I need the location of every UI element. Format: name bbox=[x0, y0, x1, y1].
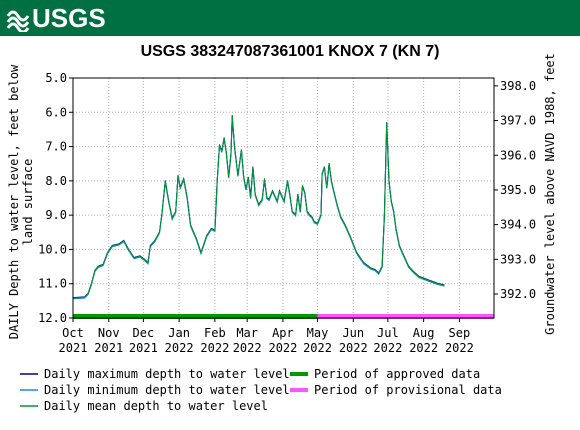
x-tick-year-label: 2022 bbox=[268, 341, 297, 355]
x-tick-month-label: Jul bbox=[377, 326, 399, 340]
right-axis-tick-label: 394.0 bbox=[500, 218, 536, 232]
x-tick-year-label: 2022 bbox=[445, 341, 474, 355]
left-axis-tick-label: 7.0 bbox=[45, 140, 67, 154]
plot-frame bbox=[72, 77, 495, 319]
x-tick-year-label: 2022 bbox=[339, 341, 368, 355]
x-tick-year-label: 2021 bbox=[94, 341, 123, 355]
legend-label-2: Daily minimum depth to water level bbox=[44, 383, 290, 397]
left-axis-title-line: land surface bbox=[21, 159, 35, 246]
usgs-logo-icon bbox=[6, 10, 30, 32]
approval-period-bar bbox=[73, 314, 318, 319]
left-axis-title-line: DAILY Depth to water level, feet below bbox=[7, 64, 21, 339]
x-tick-year-label: 2022 bbox=[200, 341, 229, 355]
left-axis-tick-label: 10.0 bbox=[38, 242, 67, 256]
x-tick-year-label: 2021 bbox=[129, 341, 158, 355]
x-tick-year-label: 2022 bbox=[373, 341, 402, 355]
series-mean-line bbox=[72, 115, 445, 299]
left-axis-tick-label: 8.0 bbox=[45, 174, 67, 188]
x-tick-month-label: Aug bbox=[413, 326, 435, 340]
left-axis-tick-label: 12.0 bbox=[38, 311, 67, 325]
left-axis-title: DAILY Depth to water level, feet belowla… bbox=[7, 64, 35, 339]
x-tick-month-label: Mar bbox=[236, 326, 258, 340]
x-tick-month-label: Oct bbox=[62, 326, 84, 340]
legend-period-label-2: Period of provisional data bbox=[314, 383, 502, 397]
x-tick-month-label: Apr bbox=[272, 326, 294, 340]
approval-period-bar bbox=[317, 314, 494, 319]
x-tick-year-label: 2022 bbox=[303, 341, 332, 355]
left-axis-tick-label: 6.0 bbox=[45, 105, 67, 119]
right-axis-tick-label: 397.0 bbox=[500, 114, 536, 128]
x-tick-month-label: Nov bbox=[98, 326, 120, 340]
x-tick-year-label: 2022 bbox=[409, 341, 438, 355]
legend-label-3: Daily mean depth to water level bbox=[44, 399, 268, 413]
right-axis-tick-label: 392.0 bbox=[500, 287, 536, 301]
x-tick-year-label: 2022 bbox=[233, 341, 262, 355]
chart-title: USGS 383247087361001 KNOX 7 (KN 7) bbox=[140, 43, 440, 60]
x-tick-month-label: Dec bbox=[133, 326, 155, 340]
right-axis-tick-label: 396.0 bbox=[500, 148, 536, 162]
x-tick-month-label: Feb bbox=[204, 326, 226, 340]
usgs-logo-text: USGS bbox=[32, 3, 106, 33]
usgs-banner: USGS bbox=[0, 0, 580, 36]
x-tick-month-label: Sep bbox=[449, 326, 471, 340]
right-axis-tick-label: 398.0 bbox=[500, 79, 536, 93]
x-tick-month-label: May bbox=[307, 326, 329, 340]
right-axis-title: Groundwater level above NAVD 1988, feet bbox=[543, 53, 557, 335]
x-tick-month-label: Jun bbox=[342, 326, 364, 340]
x-tick-year-label: 2021 bbox=[59, 341, 88, 355]
x-tick-month-label: Jan bbox=[168, 326, 190, 340]
x-tick-year-label: 2022 bbox=[165, 341, 194, 355]
left-axis-tick-label: 5.0 bbox=[45, 71, 67, 85]
legend-period-label-1: Period of approved data bbox=[314, 367, 480, 381]
legend-label-1: Daily maximum depth to water level bbox=[44, 367, 290, 381]
right-axis-tick-label: 393.0 bbox=[500, 252, 536, 266]
right-axis-tick-label: 395.0 bbox=[500, 183, 536, 197]
left-axis-tick-label: 11.0 bbox=[38, 277, 67, 291]
left-axis-tick-label: 9.0 bbox=[45, 208, 67, 222]
